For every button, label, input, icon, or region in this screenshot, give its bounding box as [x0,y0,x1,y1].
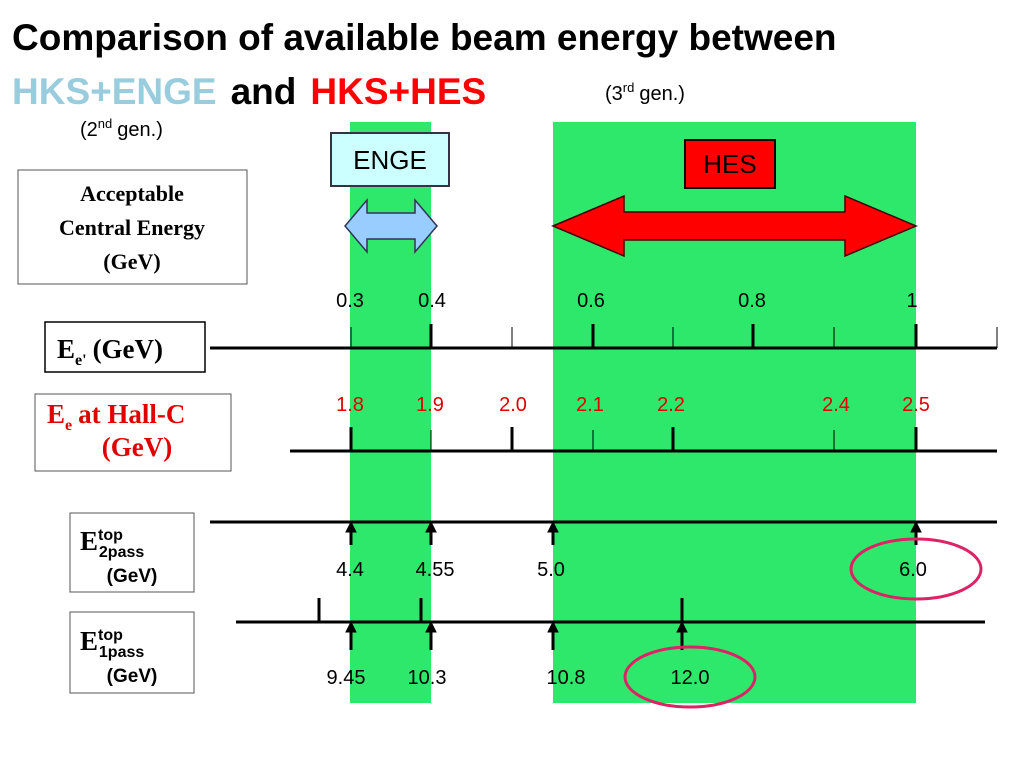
label-main: E [57,334,75,364]
row-label: Etop 2pass [80,526,144,561]
value-label: 6.0 [899,559,927,581]
value-label: 2.1 [576,394,604,416]
gen3: (3rd gen.) [605,80,685,105]
value-label: 2.0 [499,394,527,416]
value-label: 1.9 [416,394,444,416]
label-rest: (GeV) [93,334,163,364]
title: Comparison of available beam energy betw… [12,17,837,58]
pointer-head [676,620,688,633]
label-rest: at Hall-C [78,399,185,429]
value-label: 10.8 [547,667,586,689]
hes-box [684,139,776,189]
pointer-head [547,520,559,533]
label-main: E [80,526,98,556]
pointer-head [425,520,437,533]
row-box [69,611,195,694]
hes-arrow [551,194,918,258]
highlight [849,537,983,601]
subtitle: HKS+ENGE and HKS+HES [12,71,486,112]
row-label-2: (GeV) [107,566,158,587]
acceptable-label: Central Energy [59,215,205,240]
value-label: 1.8 [336,394,364,416]
acceptable-label: (GeV) [103,249,160,274]
value-label: 5.0 [537,559,565,581]
pointer-head [910,520,922,533]
row-box [69,512,195,593]
value-label: 0.8 [738,290,766,312]
label-sub: 1pass [99,644,144,661]
gen-pre: (3 [605,83,623,105]
value-label: 2.4 [822,394,850,416]
gen-post: gen.) [117,119,163,141]
enge-label: HKS+ENGE [12,71,217,112]
value-label: 10.3 [408,667,447,689]
gen-pre: (2 [80,119,98,141]
pointer-head [425,620,437,633]
value-label: 4.55 [416,559,455,581]
acceptable-label: Acceptable [80,181,184,206]
hes-box-label: HES [703,149,756,179]
label-sub: e' [75,352,87,369]
row-box [44,321,206,373]
row-label-2: (GeV) [107,666,158,687]
acceptable-box [17,169,248,285]
row-label: Etop 1pass [80,626,144,661]
value-label: 12.0 [671,667,710,689]
pointer-head [547,620,559,633]
value-label: 2.5 [902,394,930,416]
gen2: (2nd gen.) [80,116,163,141]
label-sup: top [98,627,123,644]
pointer-head [345,520,357,533]
value-label: 9.45 [327,667,366,689]
gen-post: gen.) [639,83,685,105]
row-label: Ee' (GeV) [57,334,163,369]
row-box [34,393,232,472]
gen-sup: rd [623,80,635,95]
label-sup: top [98,527,123,544]
highlight [623,645,757,709]
label-sub: e [65,417,72,434]
gen-sup: nd [98,116,112,131]
value-label: 0.3 [336,290,364,312]
enge-box [330,132,450,187]
enge-box-label: ENGE [353,145,427,175]
label-sub: 2pass [99,544,144,561]
value-label: 4.4 [336,559,364,581]
enge-arrow [344,197,438,255]
value-label: 2.2 [657,394,685,416]
hes-label: HKS+HES [310,71,486,112]
value-label: 1 [906,290,917,312]
axes [210,324,998,624]
row-label-2: (GeV) [102,432,172,462]
pointer-head [345,620,357,633]
value-label: 0.4 [418,290,446,312]
label-main: E [47,399,65,429]
and: and [231,71,297,112]
row-label: Ee at Hall-C [47,399,185,434]
value-label: 0.6 [577,290,605,312]
label-main: E [80,626,98,656]
